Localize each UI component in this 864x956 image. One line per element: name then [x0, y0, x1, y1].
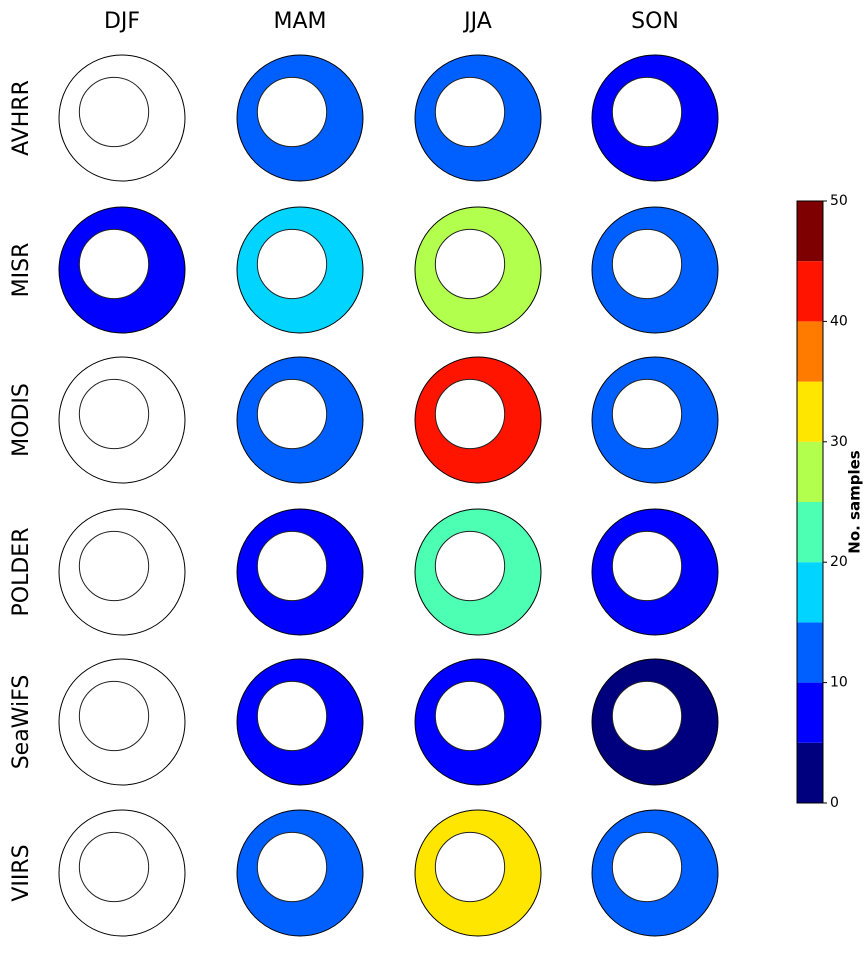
colorbar-tick-label: 50 — [830, 193, 848, 209]
land-mask — [435, 681, 504, 750]
land-mask — [257, 832, 326, 901]
land-mask — [435, 229, 504, 298]
land-mask — [257, 531, 326, 600]
colorbar-tick-label: 40 — [830, 313, 848, 329]
colorbar-tick-label: 20 — [830, 554, 848, 570]
colorbar-tick-label: 0 — [830, 795, 839, 811]
land-mask — [612, 77, 681, 146]
page: DJF MAM JJA SON AVHRR MISR MODIS POLDER SeaWiFS V… — [0, 0, 864, 956]
land-mask — [612, 379, 681, 448]
colorbar-segment — [797, 261, 823, 321]
land-mask — [257, 229, 326, 298]
land-mask — [79, 229, 148, 298]
land-mask — [79, 531, 148, 600]
colorbar-segment — [797, 321, 823, 381]
colorbar-segment — [797, 683, 823, 743]
land-mask — [257, 379, 326, 448]
land-mask — [612, 229, 681, 298]
land-mask — [435, 531, 504, 600]
land-mask — [79, 379, 148, 448]
land-mask — [79, 832, 148, 901]
land-mask — [435, 832, 504, 901]
land-mask — [435, 379, 504, 448]
column-header: MAM — [273, 9, 326, 34]
land-mask — [612, 832, 681, 901]
colorbar-segment — [797, 743, 823, 803]
row-label: AVHRR — [9, 80, 34, 156]
colorbar-label: No. samples — [846, 450, 864, 554]
land-mask — [79, 77, 148, 146]
column-header: DJF — [104, 9, 140, 34]
land-mask — [612, 531, 681, 600]
land-mask — [612, 681, 681, 750]
land-mask — [257, 77, 326, 146]
colorbar-segment — [797, 201, 823, 261]
land-mask — [257, 681, 326, 750]
column-header: SON — [631, 9, 679, 34]
column-header: JJA — [462, 9, 492, 34]
row-label: POLDER — [9, 528, 34, 617]
row-label: MISR — [9, 243, 34, 298]
colorbar-tick-label: 10 — [830, 675, 848, 691]
colorbar-segment — [797, 622, 823, 682]
figure: DJF MAM JJA SON AVHRR MISR MODIS POLDER SeaWiFS V… — [0, 0, 864, 956]
colorbar-tick-label: 30 — [830, 434, 848, 450]
colorbar-segment — [797, 502, 823, 562]
row-label: MODIS — [9, 383, 34, 457]
land-mask — [435, 77, 504, 146]
colorbar-segment — [797, 382, 823, 442]
colorbar-segment — [797, 442, 823, 502]
colorbar-segment — [797, 562, 823, 622]
row-label: VIIRS — [9, 844, 34, 901]
row-label: SeaWiFS — [9, 675, 34, 770]
land-mask — [79, 681, 148, 750]
